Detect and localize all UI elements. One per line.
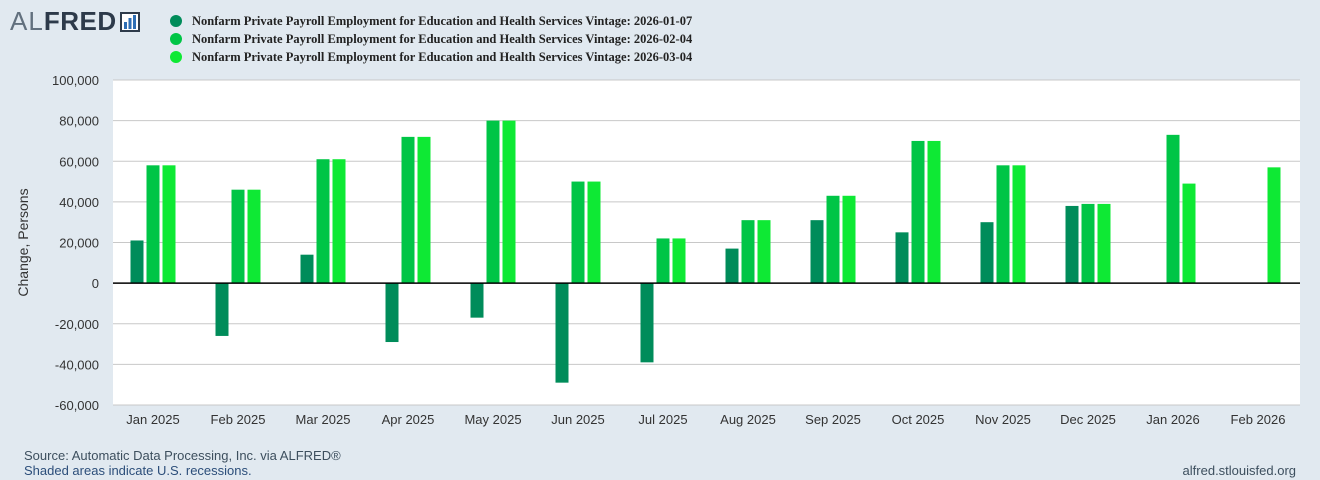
bar bbox=[741, 220, 755, 284]
legend-label: Nonfarm Private Payroll Employment for E… bbox=[192, 31, 693, 46]
bar bbox=[417, 136, 431, 284]
bar bbox=[316, 159, 330, 284]
x-tick-label: Jun 2025 bbox=[551, 412, 605, 427]
chart-plot: 100,000 80,000 60,000 40,000 20,000 0 -20,000 -… bbox=[15, 73, 1300, 427]
y-axis-title: Change, Persons bbox=[15, 188, 31, 296]
x-tick-label: Jul 2025 bbox=[638, 412, 687, 427]
legend-label: Nonfarm Private Payroll Employment for E… bbox=[192, 13, 693, 28]
bar bbox=[587, 181, 601, 284]
x-tick-label: Feb 2026 bbox=[1231, 412, 1286, 427]
x-tick-label: Dec 2025 bbox=[1060, 412, 1116, 427]
logo-fred-text: FRED bbox=[43, 6, 117, 36]
bar bbox=[1267, 167, 1281, 284]
bar-chart-icon bbox=[119, 11, 140, 32]
x-tick-label: Apr 2025 bbox=[382, 412, 435, 427]
bar bbox=[826, 195, 840, 284]
y-tick-label: 80,000 bbox=[59, 114, 99, 129]
bar bbox=[1012, 165, 1026, 284]
x-tick-label: Oct 2025 bbox=[892, 412, 945, 427]
legend-marker bbox=[170, 51, 182, 63]
bar bbox=[757, 220, 771, 284]
x-tick-label: Jan 2025 bbox=[126, 412, 180, 427]
bar bbox=[555, 283, 569, 383]
bar bbox=[162, 165, 176, 284]
site-url[interactable]: alfred.stlouisfed.org bbox=[1182, 463, 1296, 478]
bar bbox=[215, 283, 229, 336]
x-tick-label: Sep 2025 bbox=[805, 412, 861, 427]
y-tick-label: 60,000 bbox=[59, 154, 99, 169]
y-tick-label: 20,000 bbox=[59, 236, 99, 251]
bar bbox=[1182, 183, 1196, 284]
chart-legend: Nonfarm Private Payroll Employment for E… bbox=[170, 12, 692, 66]
bar bbox=[927, 140, 941, 284]
bar bbox=[502, 120, 516, 284]
bar bbox=[842, 195, 856, 284]
bar bbox=[640, 283, 654, 363]
alfred-logo[interactable]: AL FRED bbox=[10, 6, 140, 37]
legend-marker bbox=[170, 33, 182, 45]
legend-label: Nonfarm Private Payroll Employment for E… bbox=[192, 49, 693, 64]
y-tick-label: 40,000 bbox=[59, 195, 99, 210]
bar bbox=[401, 136, 415, 284]
bar bbox=[385, 283, 399, 343]
x-tick-label: Nov 2025 bbox=[975, 412, 1031, 427]
bar bbox=[332, 159, 346, 284]
bar bbox=[980, 222, 994, 284]
bar bbox=[656, 238, 670, 284]
bar bbox=[1097, 203, 1111, 284]
bar bbox=[571, 181, 585, 284]
x-tick-label: Mar 2025 bbox=[296, 412, 351, 427]
bar bbox=[486, 120, 500, 284]
bar bbox=[725, 248, 739, 284]
y-tick-label: 100,000 bbox=[52, 73, 99, 88]
bar bbox=[1081, 203, 1095, 284]
x-tick-label: Feb 2025 bbox=[211, 412, 266, 427]
bar bbox=[672, 238, 686, 284]
bar bbox=[996, 165, 1010, 284]
y-tick-label: -40,000 bbox=[55, 357, 99, 372]
bar bbox=[1065, 205, 1079, 284]
bar bbox=[470, 283, 484, 318]
y-tick-label: 0 bbox=[92, 276, 99, 291]
bar bbox=[1166, 134, 1180, 284]
x-tick-label: Jan 2026 bbox=[1146, 412, 1200, 427]
y-tick-label: -20,000 bbox=[55, 317, 99, 332]
bar bbox=[247, 189, 261, 284]
legend-marker bbox=[170, 15, 182, 27]
logo-al-text: AL bbox=[10, 6, 44, 36]
x-tick-label: Aug 2025 bbox=[720, 412, 776, 427]
bar bbox=[895, 232, 909, 284]
source-note: Source: Automatic Data Processing, Inc. … bbox=[24, 448, 341, 463]
recession-note[interactable]: Shaded areas indicate U.S. recessions. bbox=[24, 463, 252, 478]
legend-item-vintage-1[interactable]: Nonfarm Private Payroll Employment for E… bbox=[170, 12, 692, 30]
bar bbox=[810, 220, 824, 284]
bar bbox=[146, 165, 160, 284]
bar bbox=[300, 254, 314, 284]
legend-item-vintage-3[interactable]: Nonfarm Private Payroll Employment for E… bbox=[170, 48, 692, 66]
bar bbox=[911, 140, 925, 284]
y-tick-label: -60,000 bbox=[55, 398, 99, 413]
legend-item-vintage-2[interactable]: Nonfarm Private Payroll Employment for E… bbox=[170, 30, 692, 48]
bar bbox=[130, 240, 144, 284]
bar bbox=[231, 189, 245, 284]
x-tick-label: May 2025 bbox=[464, 412, 521, 427]
